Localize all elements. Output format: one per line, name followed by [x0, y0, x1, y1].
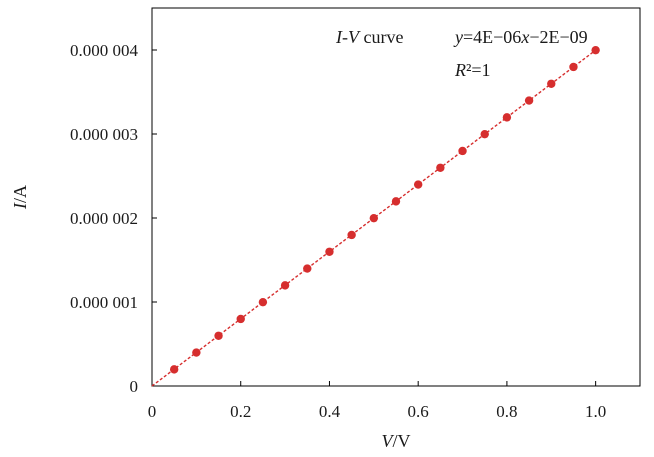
data-point: [258, 297, 268, 307]
data-point: [347, 230, 356, 240]
y-tick-label: 0.000 003: [70, 125, 138, 144]
y-tick-label: 0.000 004: [70, 41, 139, 60]
r-squared-label: R²=1: [454, 60, 491, 80]
y-tick-label: 0.000 002: [70, 209, 138, 228]
x-tick-label: 0.4: [319, 402, 341, 421]
data-point: [524, 96, 534, 105]
axes: [151, 7, 641, 387]
data-point: [236, 314, 245, 324]
data-point: [369, 213, 379, 223]
plot-frame: [151, 7, 641, 387]
data-point: [413, 180, 423, 189]
data-point: [458, 146, 467, 156]
x-tick-label: 1.0: [585, 402, 606, 421]
data-point: [591, 45, 600, 55]
data-point: [303, 264, 312, 273]
data-point: [569, 62, 578, 72]
data-point: [502, 113, 512, 122]
x-tick-label: 0.2: [230, 402, 251, 421]
y-tick-label: 0.000 001: [70, 293, 138, 312]
data-point: [325, 247, 334, 256]
trendline-group: [151, 49, 597, 387]
chart-title: I-V curve: [335, 27, 403, 47]
chart-labels: 0 0.2 0.4 0.6 0.8 1.0 0 0.000 001 0.000 002 0.000…: [10, 27, 606, 451]
data-point: [280, 281, 290, 290]
data-point: [192, 348, 201, 357]
data-point: [214, 331, 223, 340]
x-tick-label: 0.6: [408, 402, 429, 421]
data-point: [169, 365, 179, 374]
data-point: [436, 163, 445, 172]
trendline-equation: y=4E−06x−2E−09: [453, 27, 588, 47]
x-tick-label: 0.8: [496, 402, 517, 421]
y-tick-label: 0: [130, 377, 139, 396]
data-points: [169, 45, 600, 374]
data-point: [391, 197, 401, 206]
trendline: [151, 49, 597, 387]
x-axis-label: V/V: [382, 431, 411, 451]
data-point: [480, 129, 489, 139]
y-axis-label: I/A: [10, 185, 30, 210]
x-tick-label: 0: [148, 402, 157, 421]
data-point: [547, 79, 556, 88]
